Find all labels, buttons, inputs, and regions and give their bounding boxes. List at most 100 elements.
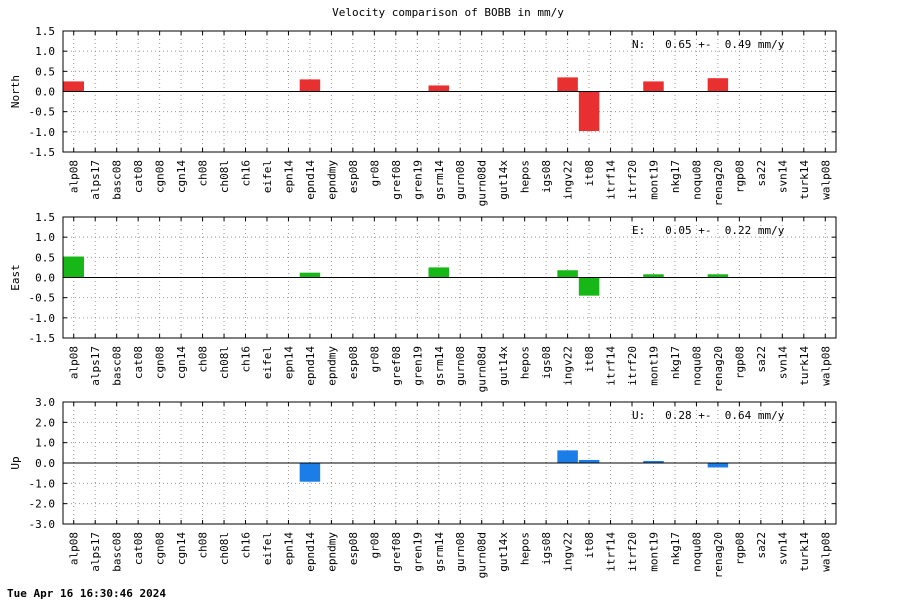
x-tick-label: gren19	[411, 346, 424, 386]
x-tick-label: esp08	[347, 532, 360, 565]
y-axis-label: North	[9, 75, 22, 108]
bar-east-renag20	[707, 274, 729, 278]
x-tick-label: svn14	[776, 160, 789, 193]
x-tick-label: epnd14	[304, 160, 317, 200]
x-tick-label: nkg17	[669, 160, 682, 193]
x-tick-label: rgp08	[733, 160, 746, 193]
y-tick-label: 1.5	[35, 211, 55, 224]
x-tick-label: turk14	[798, 532, 811, 572]
panel-east: 1.5 1.0 0.5 0.0 -0.5 -1.0 -1.5 alp08 alps17 basc0…	[9, 211, 837, 392]
x-tick-label: gsrm14	[433, 346, 446, 386]
x-tick-label: cgn14	[175, 532, 188, 565]
bar-east-ingv22	[557, 270, 578, 278]
x-tick-label: renag20	[712, 532, 725, 578]
x-tick-label: eifel	[261, 160, 274, 193]
x-tick-label: alps17	[89, 346, 102, 386]
x-tick-label: hepos	[519, 346, 532, 379]
x-tick-label: renag20	[712, 160, 725, 206]
x-tick-label: itrf14	[605, 532, 618, 572]
x-tick-label: noqu08	[690, 346, 703, 386]
x-tick-label: hepos	[519, 160, 532, 193]
x-tick-label: epn14	[282, 532, 295, 565]
bar-up-ingv22	[557, 450, 578, 463]
x-tick-label: esp08	[347, 160, 360, 193]
x-tick-label: ch08l	[218, 532, 231, 565]
x-tick-label: gurn08d	[476, 160, 489, 206]
bar-up-it08	[578, 459, 600, 463]
x-tick-label: ch16	[240, 532, 253, 559]
x-tick-label: gsrm14	[433, 160, 446, 200]
stat-annotation: E: 0.05 +- 0.22 mm/y	[632, 224, 785, 237]
y-tick-label: -1.5	[29, 332, 56, 345]
plot-frame	[62, 401, 837, 525]
x-tick-label: nkg17	[669, 346, 682, 379]
y-axis-label: East	[9, 264, 22, 291]
x-tick-label: alp08	[68, 346, 81, 379]
y-tick-label: -2.0	[29, 498, 56, 511]
x-tick-label: cat08	[132, 160, 145, 193]
bar-north-mont19	[643, 81, 664, 92]
y-tick-label: 0.0	[35, 457, 55, 470]
x-tick-label: cat08	[132, 532, 145, 565]
x-tick-label: gr08	[368, 346, 381, 373]
plot-frame	[62, 30, 837, 153]
panel-up: 3.0 2.0 1.0 0.0 -1.0 -2.0 -3.0 alp08 alps17 basc0…	[9, 396, 837, 578]
x-tick-label: cgn08	[154, 346, 167, 379]
x-tick-label: cgn08	[154, 160, 167, 193]
x-tick-label: walp08	[819, 346, 832, 386]
stat-annotation: N: 0.65 +- 0.49 mm/y	[632, 38, 785, 51]
bar-east-it08	[578, 277, 600, 296]
x-tick-label: epnd14	[304, 532, 317, 572]
x-tick-label: eifel	[261, 532, 274, 565]
bar-east-mont19	[643, 274, 664, 278]
x-tick-label: itrf20	[626, 160, 639, 200]
bar-up-renag20	[707, 463, 729, 468]
x-tick-label: mont19	[647, 346, 660, 386]
bar-east-epnd14	[299, 272, 321, 278]
x-tick-label: gsrm14	[433, 532, 446, 572]
x-tick-label: sa22	[755, 346, 768, 373]
bar-north-it08	[578, 91, 600, 132]
x-tick-label: esp08	[347, 346, 360, 379]
y-tick-label: -3.0	[29, 518, 56, 531]
y-tick-label: -0.5	[29, 292, 56, 305]
x-tick-label: ingv22	[562, 346, 575, 386]
x-tick-label: hepos	[519, 532, 532, 565]
bar-up-epnd14	[299, 463, 321, 482]
x-tick-label: ch16	[240, 160, 253, 187]
y-tick-label: -1.0	[29, 312, 56, 325]
x-tick-label: gut14x	[497, 160, 510, 200]
bar-north-ingv22	[557, 77, 578, 92]
x-tick-label: cgn14	[175, 160, 188, 193]
x-tick-label: igs08	[540, 160, 553, 193]
bar-north-gsrm14	[428, 85, 450, 92]
x-tick-label: gurn08d	[476, 346, 489, 392]
bar-north-epnd14	[299, 79, 321, 92]
x-tick-label: gurn08d	[476, 532, 489, 578]
x-tick-label: alps17	[89, 532, 102, 572]
x-tick-label: sa22	[755, 160, 768, 187]
x-tick-label: ch08	[197, 160, 210, 187]
x-tick-label: ingv22	[562, 160, 575, 200]
x-tick-label: cgn14	[175, 346, 188, 379]
x-tick-label: rgp08	[733, 532, 746, 565]
plot-frame	[62, 216, 837, 339]
x-tick-label: epndmy	[325, 160, 338, 200]
x-tick-label: itrf20	[626, 346, 639, 386]
y-tick-label: 0.0	[35, 272, 55, 285]
chart-title: Velocity comparison of BOBB in mm/y	[332, 6, 564, 19]
x-tick-label: turk14	[798, 160, 811, 200]
x-tick-label: cgn08	[154, 532, 167, 565]
bar-up-mont19	[643, 460, 664, 463]
x-tick-label: ch08l	[218, 346, 231, 379]
y-tick-label: 0.0	[35, 86, 55, 99]
x-tick-label: gref08	[390, 160, 403, 200]
x-tick-label: walp08	[819, 532, 832, 572]
y-tick-label: -0.5	[29, 106, 56, 119]
x-tick-label: gren19	[411, 532, 424, 572]
x-tick-label: it08	[583, 160, 596, 187]
x-tick-label: noqu08	[690, 160, 703, 200]
x-tick-label: gurn08	[454, 532, 467, 572]
bar-north-renag20	[707, 78, 729, 92]
x-tick-label: itrf20	[626, 532, 639, 572]
